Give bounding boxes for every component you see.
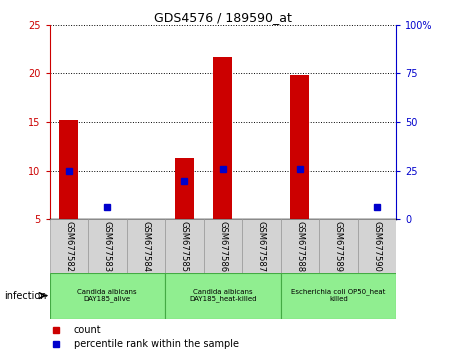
Bar [126, 219, 165, 273]
Bar [175, 158, 194, 219]
Text: GSM677589: GSM677589 [334, 221, 343, 272]
Title: GDS4576 / 189590_at: GDS4576 / 189590_at [154, 11, 292, 24]
Text: GSM677585: GSM677585 [180, 221, 189, 272]
Text: Escherichia coli OP50_heat
killed: Escherichia coli OP50_heat killed [291, 289, 386, 302]
Bar [357, 219, 396, 273]
Text: infection: infection [4, 291, 47, 301]
Bar [280, 273, 396, 319]
Text: GSM677588: GSM677588 [295, 221, 304, 272]
Text: GSM677586: GSM677586 [218, 221, 227, 272]
Text: Candida albicans
DAY185_alive: Candida albicans DAY185_alive [77, 289, 137, 302]
Text: GSM677590: GSM677590 [372, 221, 381, 272]
Bar [50, 219, 88, 273]
Text: GSM677583: GSM677583 [103, 221, 112, 272]
Bar [213, 57, 232, 219]
Bar [203, 219, 242, 273]
Bar [290, 75, 310, 219]
Bar [165, 219, 203, 273]
Text: count: count [74, 325, 101, 335]
Text: percentile rank within the sample: percentile rank within the sample [74, 339, 239, 349]
Text: GSM677582: GSM677582 [64, 221, 73, 272]
Text: GSM677584: GSM677584 [141, 221, 150, 272]
Text: GSM677587: GSM677587 [257, 221, 266, 272]
Bar [367, 218, 387, 219]
Bar [165, 273, 280, 319]
Bar [319, 219, 357, 273]
Bar [88, 219, 126, 273]
Bar [242, 219, 280, 273]
Text: Candida albicans
DAY185_heat-killed: Candida albicans DAY185_heat-killed [189, 289, 256, 302]
Bar [50, 273, 165, 319]
Bar [98, 218, 117, 219]
Bar [280, 219, 319, 273]
Bar [59, 120, 78, 219]
